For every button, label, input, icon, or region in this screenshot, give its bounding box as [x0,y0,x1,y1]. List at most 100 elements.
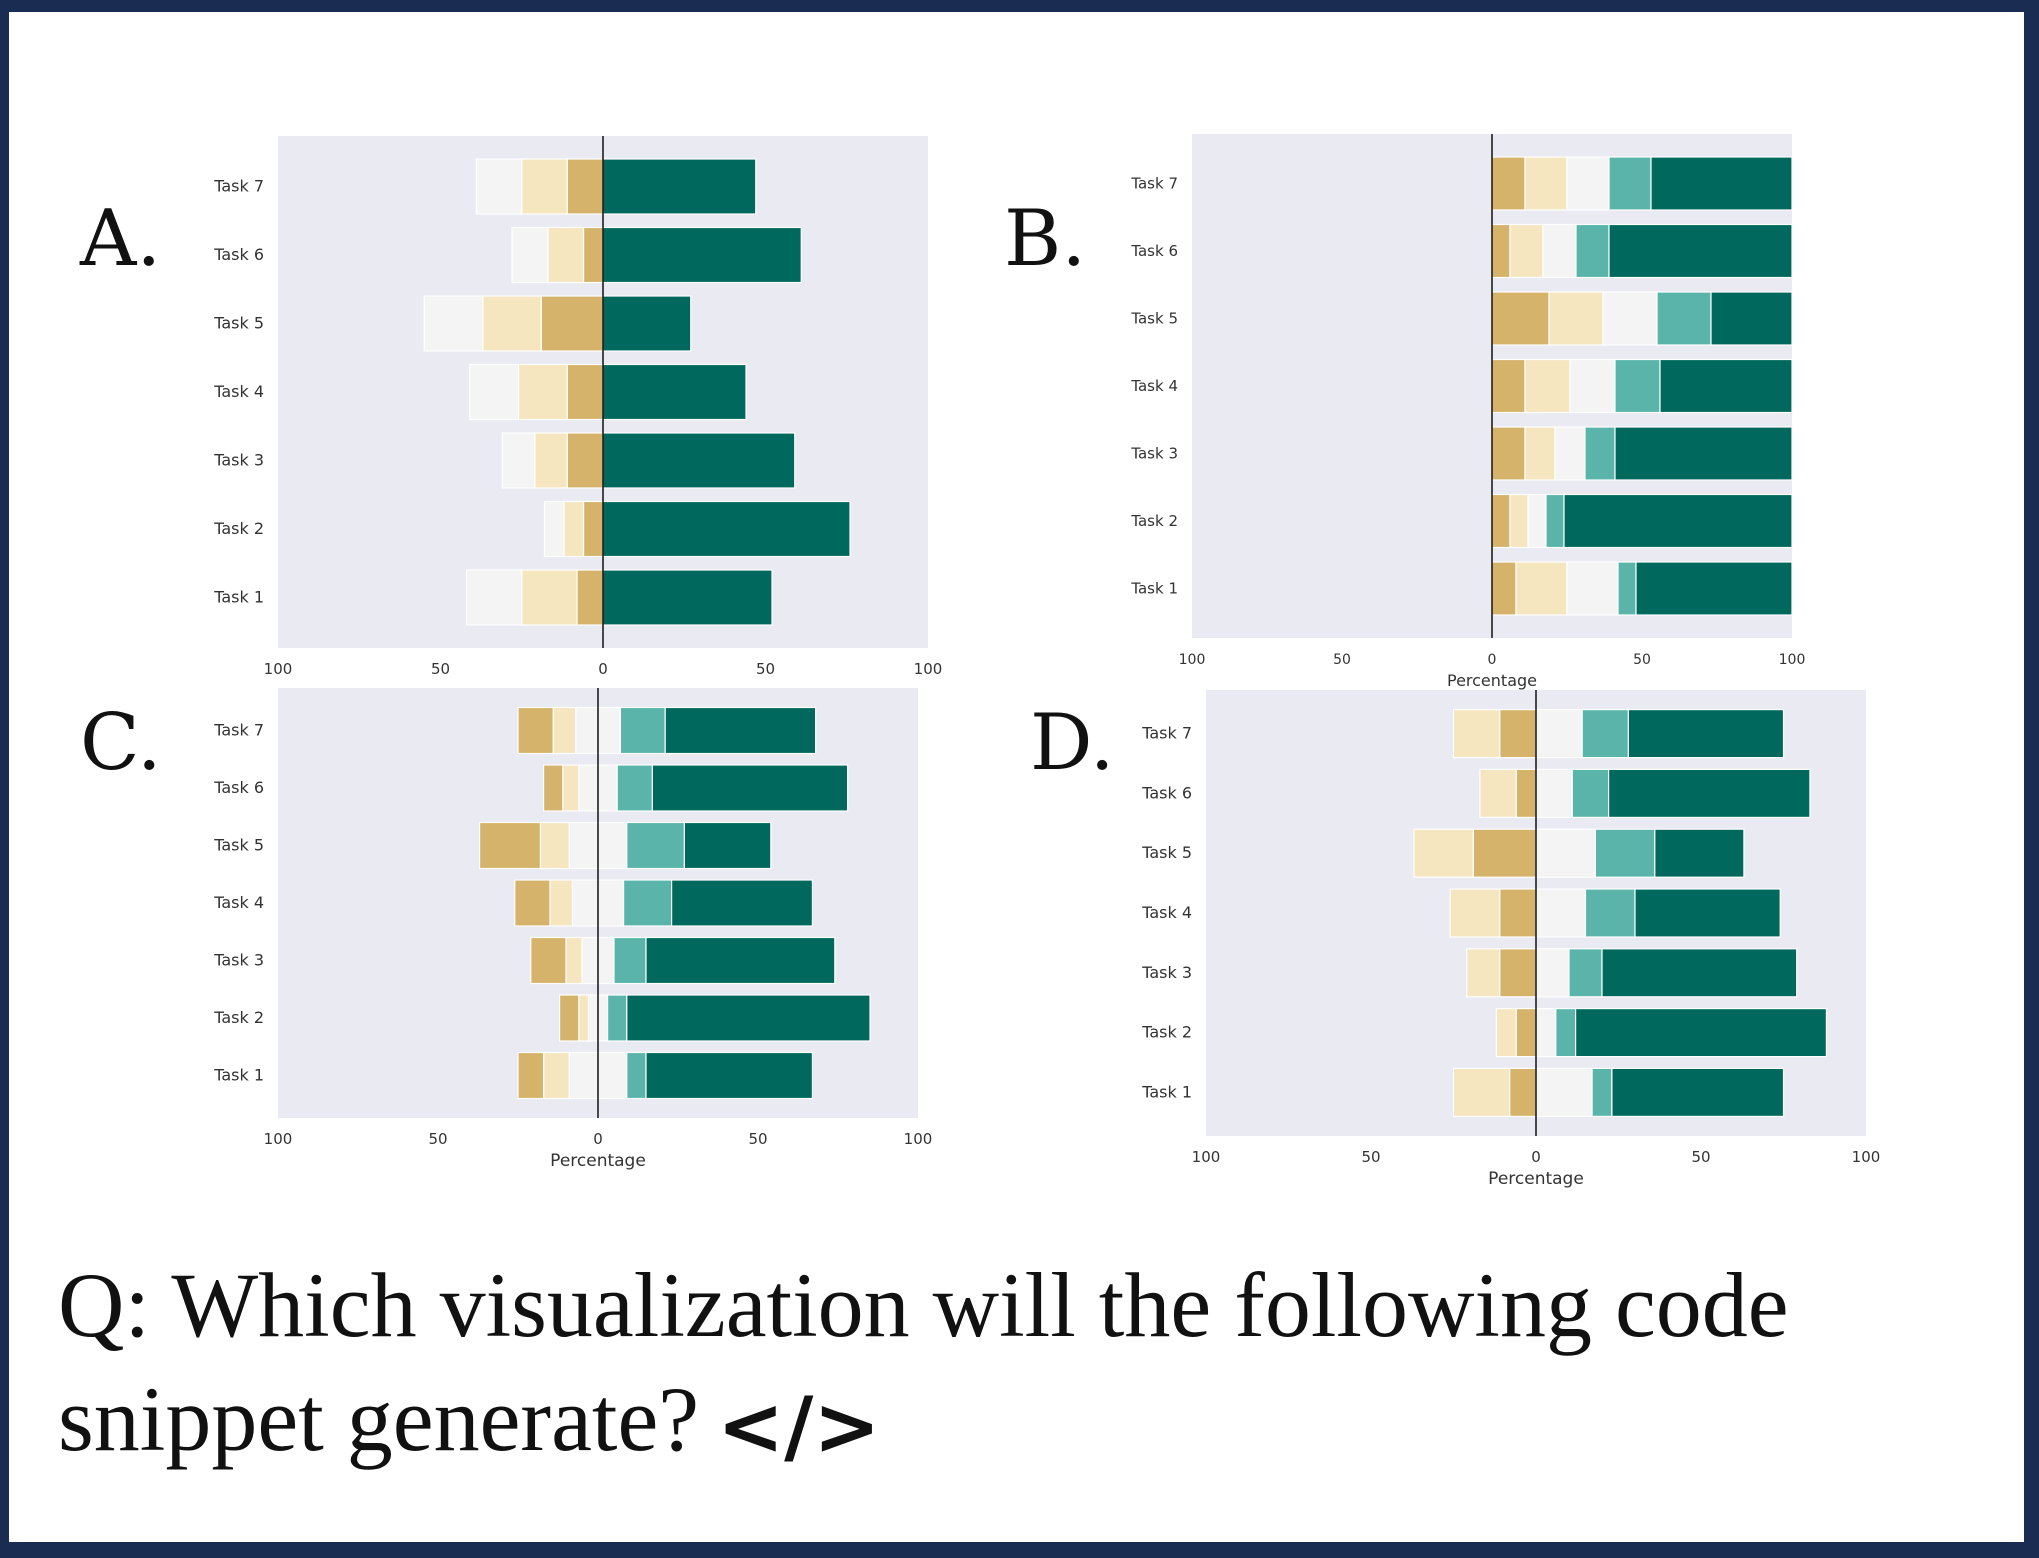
bar-segment [597,1051,628,1100]
x-axis-label: Percentage [1488,1169,1584,1189]
bar-segment [1452,709,1501,759]
category-label: Task 4 [213,893,264,912]
x-tick-label: 0 [1531,1148,1541,1166]
bar-segment [645,936,836,985]
bar-segment [521,569,578,626]
x-tick-label: 100 [914,660,943,678]
bar-segment [1563,493,1793,549]
bar-segment [597,821,628,870]
bar-segment [482,295,542,352]
bar-segment [1566,156,1610,211]
bar-segment [517,363,568,421]
bar-segment [1515,561,1568,616]
category-label: Task 6 [213,245,264,264]
bar-segment [1495,1008,1517,1058]
bar-segment [1650,156,1793,211]
bar-segment [597,764,618,812]
bar-segment [517,1051,545,1100]
bar-segment [1535,1067,1593,1117]
bar-segment [1449,888,1501,938]
x-tick-label: 50 [1691,1148,1710,1166]
bar-segment [511,226,549,284]
bar-segment [1614,426,1793,481]
bar-segment [651,764,849,812]
bar-segment [1499,948,1537,998]
bar-segment [578,764,599,812]
bar-segment [602,363,747,421]
bar-segment [1499,709,1537,759]
bar-segment [1575,1008,1828,1058]
bar-segment [1656,291,1712,346]
bar-segment [1535,1008,1557,1058]
category-label: Task 4 [1141,903,1192,922]
bar-segment [1452,1067,1511,1117]
category-label: Task 1 [213,588,264,607]
x-tick-label: 50 [748,1130,767,1148]
bar-segment [575,706,599,755]
bar-segment [1535,709,1583,759]
bar-segment [1524,156,1568,211]
category-label: Task 2 [213,1008,264,1027]
bar-segment [517,706,554,755]
bar-segment [521,158,568,215]
x-tick-label: 100 [1852,1148,1881,1166]
bar-segment [566,363,604,421]
bar-segment [543,500,565,558]
category-label: Task 7 [213,177,264,196]
bar-segment [1413,828,1474,878]
bar-segment [1548,291,1604,346]
bar-segment [581,936,599,985]
bar-segment [602,158,757,215]
category-label: Task 6 [1130,242,1178,260]
x-tick-label: 50 [756,660,775,678]
bar-segment [1581,709,1630,759]
category-label: Task 3 [213,451,264,470]
bar-segment [1491,358,1526,414]
bar-segment [1527,493,1547,549]
bar-segment [602,500,851,558]
bar-segment [565,936,583,985]
bar-segment [514,879,551,927]
bar-segment [1491,223,1511,279]
bar-segment [501,432,536,489]
bar-segment [1515,768,1537,819]
bar-segment [1491,493,1511,549]
bar-segment [1491,561,1517,616]
bar-segment [587,994,599,1042]
x-axis-label: Percentage [550,1151,646,1171]
bar-segment [623,879,673,927]
bar-segment [465,569,523,626]
bar-segment [1509,493,1529,549]
bar-segment [1591,1067,1613,1117]
bar-segment [1627,709,1785,759]
category-label: Task 7 [1141,724,1192,743]
bar-segment [671,879,814,927]
bar-segment [1710,291,1793,346]
bar-segment [1566,561,1619,616]
bar-segment [1535,948,1570,998]
bar-segment [423,295,484,352]
bar-segment [616,764,654,812]
bar-segment [582,500,604,558]
bar-segment [1515,1008,1537,1058]
chart-d: Task 1 Task 2 Task 3 Task 4 Task 5 Task 6 Task… [1141,690,1881,1189]
bar-segment [645,1051,813,1100]
bar-segment [597,936,615,985]
category-label: Task 1 [1130,580,1178,598]
panel-label-b: B. [1004,194,1087,284]
bar-segment [1634,888,1781,938]
x-tick-label: 100 [904,1130,933,1148]
bar-segment [559,994,580,1042]
bar-segment [1535,888,1587,938]
bar-segment [576,569,604,626]
bar-segment [1524,358,1571,414]
bar-segment [1584,426,1616,481]
code-icon: </> [717,1380,881,1473]
bar-segment [539,821,570,870]
bar-segment [1466,948,1501,998]
category-label: Task 4 [213,382,264,401]
category-label: Task 2 [1130,512,1178,530]
category-label: Task 6 [1141,783,1192,802]
question-label: Q: Which visualization will the followin… [58,1254,1789,1470]
bar-segment [1491,291,1550,346]
